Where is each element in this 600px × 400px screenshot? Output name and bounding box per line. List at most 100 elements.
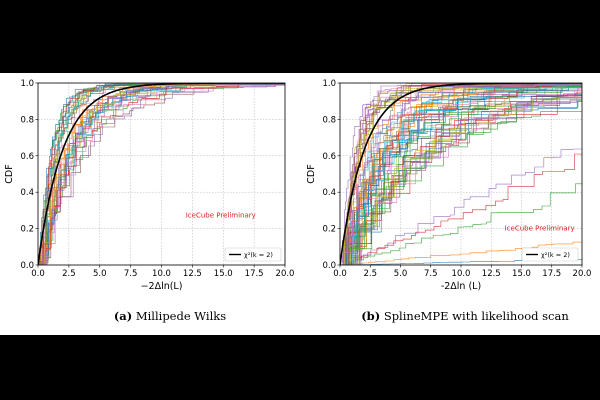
trial-cdf-line bbox=[340, 100, 582, 265]
y-tick-label: 0.4 bbox=[20, 188, 34, 198]
x-tick-label: 15.0 bbox=[512, 269, 531, 279]
trial-cdf-line bbox=[340, 83, 582, 265]
x-tick-label: 2.5 bbox=[363, 269, 377, 279]
trial-cdf-line bbox=[340, 84, 582, 265]
trial-cdf-line bbox=[340, 86, 582, 265]
trial-cdf-line bbox=[38, 83, 285, 265]
trial-cdf-line bbox=[340, 148, 582, 265]
y-tick-label: 0.6 bbox=[322, 152, 336, 162]
panel-a-plot: 0.0 2.5 5.0 7.5 10.0 12.5 15.0 17.5 20.0 0.0 0.2 0.… bbox=[4, 79, 294, 292]
trial-cdf-line bbox=[340, 83, 582, 265]
legend-box bbox=[521, 247, 579, 262]
trial-cdf-line bbox=[340, 99, 582, 265]
trial-cdf-line bbox=[340, 84, 582, 265]
x-axis-title: −2Δln(L) bbox=[141, 281, 183, 292]
trial-cdf-line bbox=[340, 84, 582, 265]
chi2-reference-line bbox=[38, 83, 285, 265]
trial-cdf-line bbox=[340, 83, 582, 265]
panel-b-frame bbox=[339, 82, 583, 266]
trial-cdf-line bbox=[38, 84, 285, 265]
x-tick-label: 0.0 bbox=[333, 269, 347, 279]
x-tick-label: 2.5 bbox=[62, 269, 76, 279]
trial-cdf-line bbox=[340, 85, 582, 265]
trial-cdf-line bbox=[340, 96, 582, 265]
x-tick-label: 17.5 bbox=[542, 269, 561, 279]
x-tick-label: 5.0 bbox=[394, 269, 408, 279]
x-axis-title: -2Δln (L) bbox=[441, 281, 481, 292]
trial-cdf-line bbox=[340, 83, 582, 265]
y-axis-title: CDF bbox=[306, 164, 317, 183]
trial-cdf-line bbox=[340, 89, 582, 265]
trial-cdf-line bbox=[340, 83, 582, 265]
trial-cdf-line bbox=[340, 87, 582, 265]
panel-b-plot: 0.0 2.5 5.0 7.5 10.0 12.5 15.0 17.5 20.0 0.0 0.2 0.… bbox=[306, 79, 591, 292]
trial-cdf-line bbox=[38, 83, 285, 265]
trial-cdf-line bbox=[340, 83, 582, 265]
panel-b-caption-label: (b) bbox=[361, 309, 381, 323]
panel-b-trial-curves bbox=[340, 83, 582, 265]
trial-cdf-line bbox=[340, 84, 582, 265]
y-tick-label: 0.0 bbox=[322, 261, 336, 271]
trial-cdf-line bbox=[340, 83, 582, 265]
trial-cdf-line bbox=[340, 85, 582, 265]
trial-cdf-line bbox=[340, 95, 582, 265]
trial-cdf-line bbox=[340, 101, 582, 265]
trial-cdf-line bbox=[340, 241, 582, 265]
y-tick-label: 0.0 bbox=[20, 261, 34, 271]
trial-cdf-line bbox=[340, 95, 582, 265]
figure: 0.0 2.5 5.0 7.5 10.0 12.5 15.0 17.5 20.0 0.0 0.2 0.… bbox=[0, 73, 600, 335]
x-tick-label: 17.5 bbox=[245, 269, 264, 279]
x-tick-label: 15.0 bbox=[214, 269, 233, 279]
trial-cdf-line bbox=[340, 85, 582, 265]
trial-cdf-line bbox=[340, 83, 582, 265]
trial-cdf-line bbox=[340, 84, 582, 265]
trial-cdf-line bbox=[340, 86, 582, 265]
trial-cdf-line bbox=[340, 92, 582, 265]
panel-a-chart: 0.0 2.5 5.0 7.5 10.0 12.5 15.0 17.5 20.0 0.0 0.2 0.… bbox=[4, 79, 294, 292]
trial-cdf-line bbox=[340, 84, 582, 265]
y-tick-label: 0.2 bbox=[20, 225, 34, 235]
trial-cdf-line bbox=[340, 84, 582, 265]
y-tick-label: 0.8 bbox=[20, 115, 34, 125]
trial-cdf-line bbox=[340, 86, 582, 265]
trial-cdf-line bbox=[38, 83, 285, 265]
x-tick-label: 0.0 bbox=[31, 269, 45, 279]
trial-cdf-line bbox=[340, 86, 582, 265]
panel-b-caption-text: SplineMPE with likelihood scan bbox=[383, 309, 569, 323]
trial-cdf-line bbox=[340, 83, 582, 265]
trial-cdf-line bbox=[340, 84, 582, 265]
trial-cdf-line bbox=[340, 97, 582, 265]
legend: χ²(k = 2) bbox=[521, 247, 579, 262]
x-tick-label: 7.5 bbox=[124, 269, 138, 279]
watermark-annotation: IceCube Preliminary bbox=[505, 224, 575, 232]
y-tick-label: 0.6 bbox=[20, 152, 34, 162]
trial-cdf-line bbox=[340, 84, 582, 265]
trial-cdf-line bbox=[340, 83, 582, 265]
legend-box bbox=[224, 247, 282, 262]
trial-cdf-line bbox=[340, 83, 582, 265]
trial-cdf-line bbox=[340, 88, 582, 265]
trial-cdf-line bbox=[340, 96, 582, 265]
y-tick-label: 0.8 bbox=[322, 115, 336, 125]
trial-cdf-line bbox=[340, 87, 582, 265]
y-axis-title: CDF bbox=[4, 164, 15, 183]
trial-cdf-line bbox=[340, 100, 582, 265]
trial-cdf-line bbox=[340, 86, 582, 265]
trial-cdf-line bbox=[340, 85, 582, 265]
trial-cdf-line bbox=[340, 87, 582, 265]
trial-cdf-line bbox=[340, 84, 582, 265]
y-tick-label: 1.0 bbox=[20, 79, 34, 89]
trial-cdf-line bbox=[340, 111, 582, 265]
x-tick-label: 10.0 bbox=[452, 269, 471, 279]
y-tick-label: 1.0 bbox=[322, 79, 336, 89]
trial-cdf-line bbox=[340, 84, 582, 265]
trial-cdf-line bbox=[340, 94, 582, 265]
trial-cdf-line bbox=[38, 84, 285, 265]
trial-cdf-line bbox=[340, 86, 582, 265]
trial-cdf-line bbox=[38, 84, 285, 265]
trial-cdf-line bbox=[340, 97, 582, 265]
legend: χ²(k = 2) bbox=[224, 247, 282, 262]
trial-cdf-line bbox=[340, 84, 582, 265]
trial-cdf-line bbox=[340, 83, 582, 265]
trial-cdf-line bbox=[340, 90, 582, 265]
